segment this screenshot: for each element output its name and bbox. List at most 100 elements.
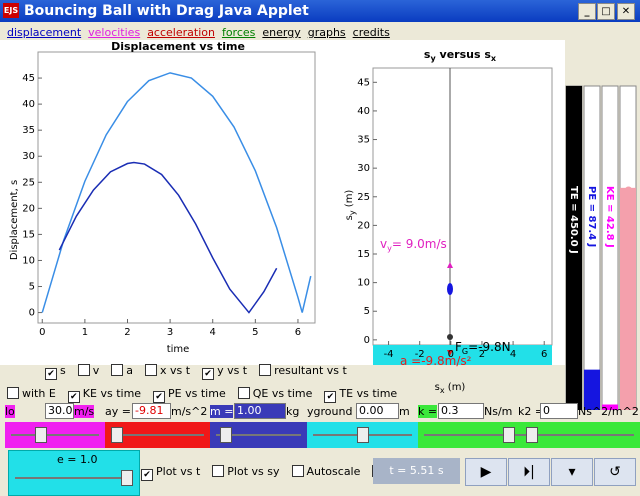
checkbox[interactable]: Autoscale <box>291 465 361 478</box>
y-tick-label: 5 <box>29 282 35 293</box>
menu-item[interactable]: velocities <box>88 26 141 39</box>
panel <box>0 40 565 365</box>
checkbox-label: s <box>60 364 66 377</box>
plot1-title: Displacement vs time <box>111 40 245 53</box>
field-input[interactable]: 30.0 <box>45 403 74 419</box>
slider-yg[interactable] <box>307 422 418 448</box>
plot1-frame <box>37 51 316 324</box>
step[interactable]: ⏵| <box>508 458 550 486</box>
e-slider[interactable] <box>121 470 133 486</box>
checkbox[interactable]: Plot vs sy <box>212 465 280 478</box>
slider-m[interactable] <box>210 422 307 448</box>
x-tick-label: 0 <box>448 349 454 360</box>
checkbox-box[interactable] <box>237 387 250 399</box>
checkbox-box[interactable] <box>111 364 124 376</box>
checkbox-label: with E <box>22 387 56 400</box>
checkbox-box[interactable]: ✔ <box>202 368 215 380</box>
menu-item[interactable]: forces <box>221 26 256 39</box>
field-label: m = <box>210 405 234 418</box>
checkbox-box[interactable] <box>212 465 225 477</box>
energy-bg <box>583 85 601 410</box>
plot1-ylabel: Displacement, s <box>9 180 20 260</box>
checkbox[interactable]: a <box>111 364 133 377</box>
field-unit: Ns/m <box>484 405 513 418</box>
field-unit: Ns^2/m^2 <box>578 405 639 418</box>
y-tick-label: 30 <box>22 151 35 162</box>
x-tick-label: 5 <box>252 327 258 338</box>
reset[interactable]: ↺ <box>594 458 636 486</box>
menu-item[interactable]: graphs <box>307 26 346 39</box>
checkbox[interactable]: ✔ TE vs time <box>324 387 397 403</box>
ball <box>447 334 453 340</box>
checkbox-label: Autoscale <box>306 465 361 478</box>
energy-bar <box>602 404 618 410</box>
menu-item[interactable]: displacement <box>7 26 82 39</box>
menu-down[interactable]: ▾ <box>551 458 593 486</box>
field-input[interactable]: 0.00 <box>356 403 399 419</box>
close[interactable]: ✕ <box>617 3 635 20</box>
checkbox-box[interactable] <box>259 364 272 376</box>
field-label: yground = <box>307 405 366 418</box>
checkbox[interactable]: x vs t <box>145 364 190 377</box>
field-input[interactable]: 1.00 <box>234 403 286 419</box>
slider-k[interactable] <box>418 422 640 448</box>
y-tick-label: 0 <box>29 308 35 319</box>
y-tick-label: 45 <box>357 77 370 88</box>
menu-item[interactable]: energy <box>262 26 301 39</box>
energy-label: QE = 319.8 J <box>622 186 633 256</box>
y-tick-label: 25 <box>357 192 370 203</box>
checkbox[interactable]: QE vs time <box>237 387 312 400</box>
checkbox-box[interactable]: ✔ <box>153 391 166 403</box>
x-tick-label: 2 <box>124 327 130 338</box>
checkbox[interactable]: ✔ KE vs time <box>67 387 142 403</box>
x-tick-label: 3 <box>167 327 173 338</box>
title-bar: EJS Bouncing Ball with Drag Java Applet … <box>0 0 640 22</box>
energy-label: TE = 450.0 J <box>568 186 579 254</box>
field-input[interactable]: 0.3 <box>438 403 484 419</box>
app-icon: EJS <box>3 3 19 18</box>
y-tick-label: 40 <box>22 99 35 110</box>
checkbox[interactable]: with E <box>7 387 56 400</box>
fg-label: FG=-9.8N <box>455 340 511 356</box>
checkbox[interactable]: ✔ Plot vs t <box>141 465 200 481</box>
minimize[interactable]: _ <box>578 3 596 20</box>
plot2-ylabel: sy (m) <box>344 190 357 221</box>
maximize[interactable]: □ <box>597 3 615 20</box>
y-tick-label: 10 <box>22 255 35 266</box>
field-input[interactable]: -9.81 <box>132 403 171 419</box>
checkbox[interactable]: ✔ PE vs time <box>153 387 226 403</box>
field-input[interactable]: 0 <box>540 403 578 419</box>
checkbox-label: y vs t <box>217 364 248 377</box>
checkbox-box[interactable]: ✔ <box>67 391 80 403</box>
checkbox-label: KE vs time <box>82 387 142 400</box>
checkbox[interactable]: ✔ s <box>45 364 66 380</box>
checkbox[interactable]: v <box>77 364 99 377</box>
checkbox-box[interactable] <box>77 364 90 376</box>
x-tick-label: -2 <box>415 349 425 360</box>
checkbox-box[interactable]: ✔ <box>324 391 337 403</box>
y-tick-label: 5 <box>364 306 370 317</box>
plot2-xlabel: sx (m) <box>435 382 466 395</box>
menu-item[interactable]: credits <box>352 26 390 39</box>
menu: displacement velocities acceleration forces… <box>7 26 397 39</box>
slider-ay[interactable] <box>105 422 210 448</box>
checkbox-box[interactable] <box>7 387 19 399</box>
e-panel: e = 1.0 <box>8 450 140 496</box>
checkbox-box[interactable] <box>291 465 304 477</box>
checkbox-box[interactable]: ✔ <box>45 368 57 380</box>
y-tick-label: 0 <box>364 335 370 346</box>
force-arrow <box>447 350 453 356</box>
checkbox-box[interactable] <box>145 364 157 376</box>
curve <box>41 72 312 313</box>
menu-item[interactable]: acceleration <box>147 26 215 39</box>
plot1-xlabel: time <box>167 344 190 355</box>
checkbox-label: Plot vs sy <box>227 465 280 478</box>
checkbox[interactable]: resultant vs t <box>259 364 347 377</box>
checkbox-box[interactable]: ✔ <box>141 469 153 481</box>
y-tick-label: 35 <box>22 125 35 136</box>
checkbox[interactable]: ✔ y vs t <box>202 364 248 380</box>
play[interactable]: ▶ <box>465 458 507 486</box>
slider-v0[interactable] <box>5 422 105 448</box>
ball-marker <box>447 283 453 295</box>
